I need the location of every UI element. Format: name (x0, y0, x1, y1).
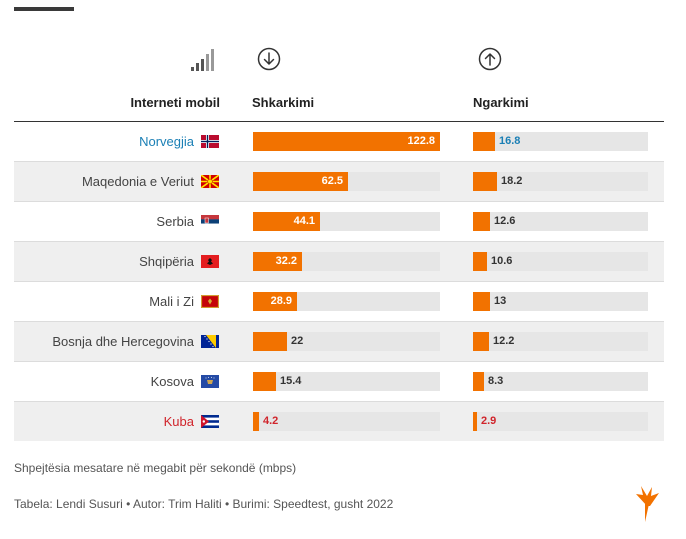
upload-bar-track: 8.3 (473, 372, 648, 391)
albania-flag-icon (201, 255, 219, 268)
download-bar-track: 44.1 (253, 212, 440, 231)
download-value-label: 32.2 (275, 255, 297, 267)
country-label: Shqipëria (139, 254, 194, 269)
footnote: Shpejtësia mesatare në megabit për sekon… (14, 461, 297, 475)
download-value-label: 22 (291, 335, 304, 347)
serbia-flag-icon (201, 215, 219, 228)
upload-bar-track: 16.8 (473, 132, 648, 151)
country-label: Bosnja dhe Hercegovina (52, 334, 194, 349)
top-accent-bar (14, 7, 74, 11)
upload-bar (473, 252, 487, 271)
chart-row: Kosova 15.4 8.3 (14, 362, 664, 401)
download-bar-track: 32.2 (253, 252, 440, 271)
download-column-header: Shkarkimi (252, 95, 315, 110)
country-label: Kosova (150, 374, 194, 389)
download-value-label: 62.5 (321, 175, 343, 187)
signal-strength-icon (191, 49, 214, 71)
country-label: Mali i Zi (149, 294, 194, 309)
upload-bar (473, 212, 490, 231)
chart-row: Kuba 4.2 2.9 (14, 402, 664, 441)
country-label: Serbia (156, 214, 194, 229)
download-bar-track: 62.5 (253, 172, 440, 191)
upload-value-label: 16.8 (499, 135, 521, 147)
upload-bar (473, 132, 495, 151)
upload-bar (473, 372, 484, 391)
arrow-up-circle-icon (478, 47, 502, 71)
download-bar (253, 252, 302, 271)
upload-value-label: 18.2 (501, 175, 523, 187)
download-bar (253, 292, 297, 311)
row-separator (14, 321, 664, 322)
upload-bar (473, 412, 477, 431)
download-bar-track: 15.4 (253, 372, 440, 391)
download-bar (253, 172, 348, 191)
upload-column-header: Ngarkimi (473, 95, 529, 110)
country-column-header: Interneti mobil (130, 95, 220, 110)
chart-row: Shqipëria 32.2 10.6 (14, 242, 664, 281)
norway-flag-icon (201, 135, 219, 148)
upload-bar-track: 12.6 (473, 212, 648, 231)
north-macedonia-flag-icon (201, 175, 219, 188)
kosovo-flag-icon (201, 375, 219, 388)
download-bar-track: 122.8 (253, 132, 440, 151)
chart-row: Bosnja dhe Hercegovina 22 12.2 (14, 322, 664, 361)
source-credit: Tabela: Lendi Susuri • Autor: Trim Halit… (14, 497, 394, 511)
montenegro-flag-icon (201, 295, 219, 308)
upload-bar (473, 172, 497, 191)
upload-value-label: 12.6 (494, 215, 516, 227)
download-value-label: 44.1 (293, 215, 315, 227)
upload-bar-track: 18.2 (473, 172, 648, 191)
download-bar (253, 412, 259, 431)
download-bar (253, 372, 276, 391)
cuba-flag-icon (201, 415, 219, 428)
download-bar (253, 332, 287, 351)
country-label: Kuba (163, 414, 194, 429)
download-value-label: 28.9 (270, 295, 292, 307)
upload-bar-track: 13 (473, 292, 648, 311)
upload-bar (473, 332, 489, 351)
upload-bar-track: 2.9 (473, 412, 648, 431)
download-bar (253, 132, 440, 151)
row-separator (14, 241, 664, 242)
upload-value-label: 2.9 (481, 415, 497, 427)
upload-bar-track: 10.6 (473, 252, 648, 271)
chart-row: Mali i Zi 28.9 13 (14, 282, 664, 321)
upload-value-label: 8.3 (488, 375, 504, 387)
row-separator (14, 281, 664, 282)
download-bar-track: 4.2 (253, 412, 440, 431)
download-bar (253, 212, 320, 231)
upload-value-label: 13 (494, 295, 507, 307)
download-value-label: 4.2 (263, 415, 279, 427)
chart-row: Serbia 44.1 12.6 (14, 202, 664, 241)
row-separator (14, 401, 664, 402)
chart-row: Maqedonia e Veriut 62.5 18.2 (14, 162, 664, 201)
rfe-logo-icon (636, 486, 659, 522)
country-label: Norvegjia (139, 134, 194, 149)
upload-bar-track: 12.2 (473, 332, 648, 351)
download-bar-track: 22 (253, 332, 440, 351)
row-separator (14, 201, 664, 202)
download-value-label: 122.8 (407, 135, 435, 147)
bosnia-flag-icon (201, 335, 219, 348)
download-value-label: 15.4 (280, 375, 302, 387)
upload-value-label: 12.2 (493, 335, 515, 347)
download-bar-track: 28.9 (253, 292, 440, 311)
upload-value-label: 10.6 (491, 255, 513, 267)
upload-bar (473, 292, 490, 311)
arrow-down-circle-icon (257, 47, 281, 71)
row-separator (14, 161, 664, 162)
country-label: Maqedonia e Veriut (81, 174, 194, 189)
row-separator (14, 361, 664, 362)
header-rule (14, 121, 664, 122)
chart-row: Norvegjia 122.8 16.8 (14, 122, 664, 161)
